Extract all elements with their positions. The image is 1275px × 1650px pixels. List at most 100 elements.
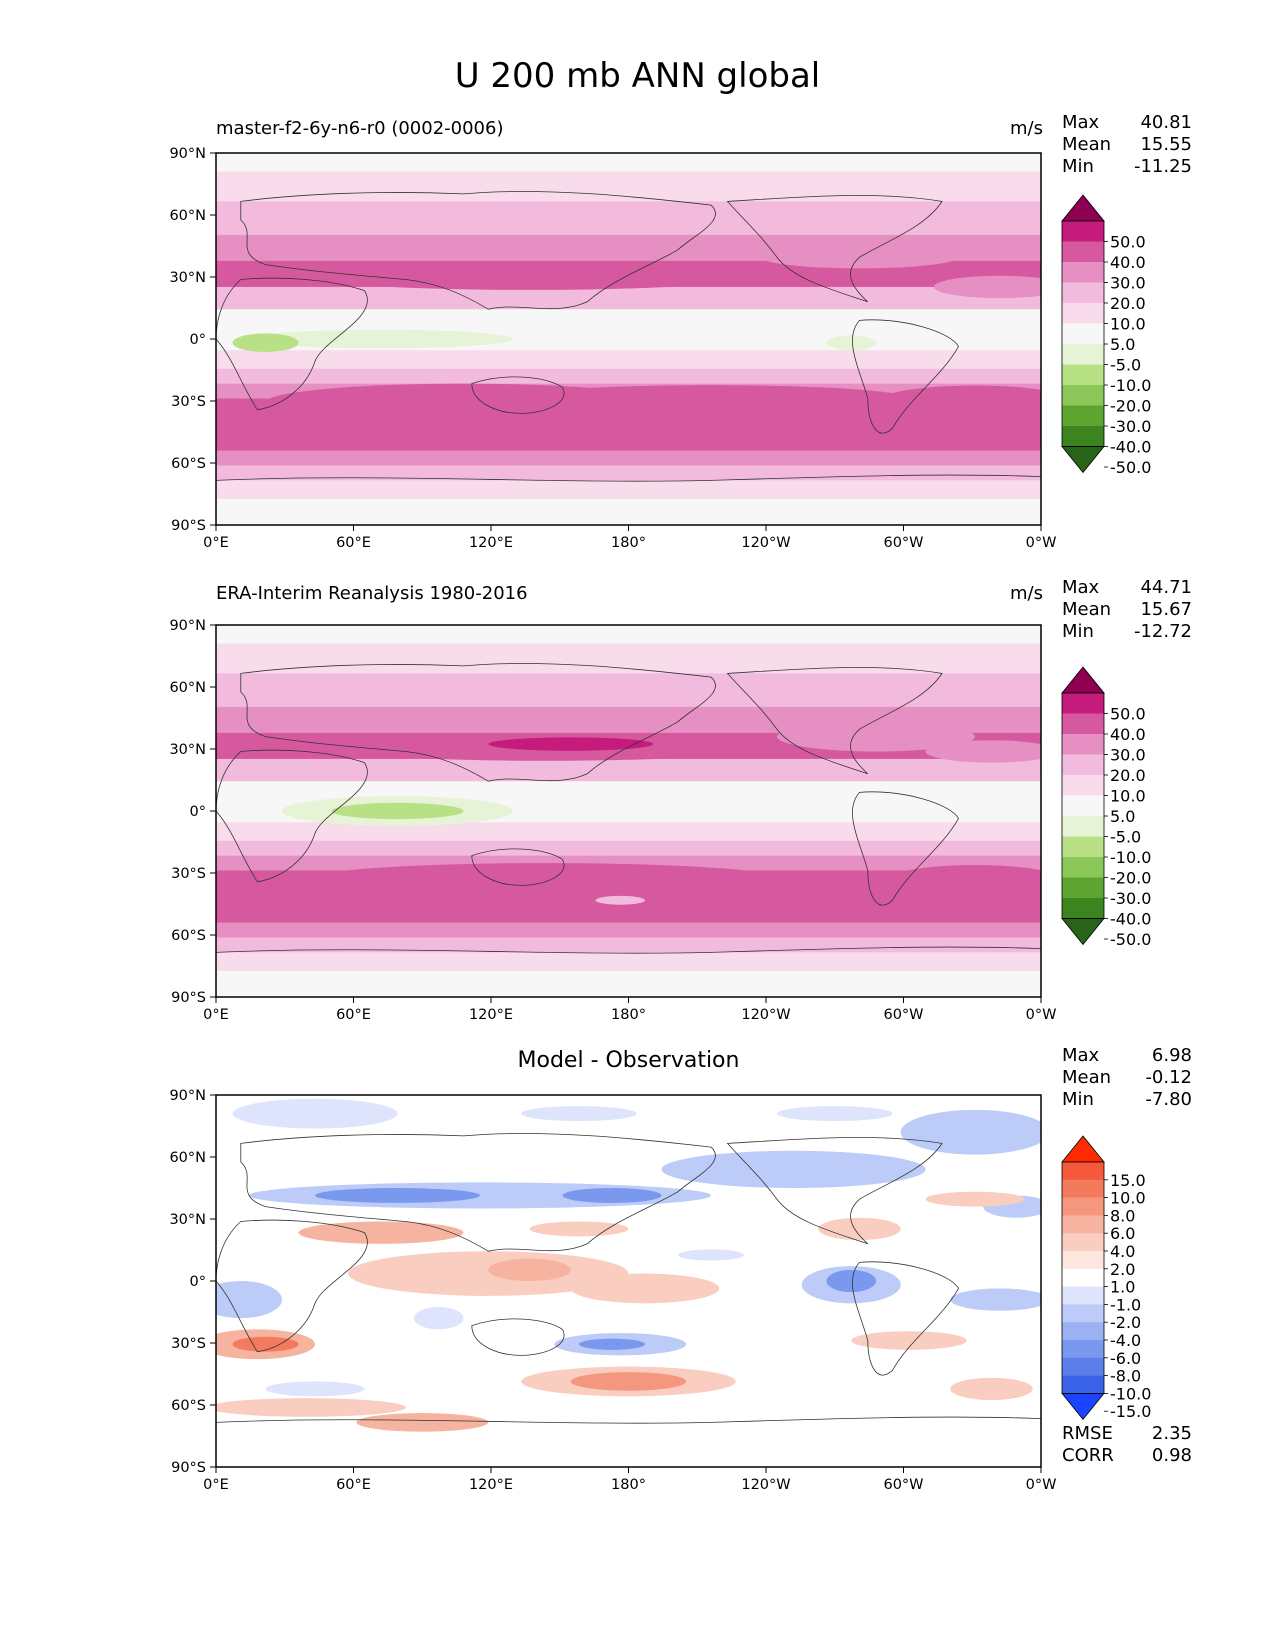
stat-label: Min <box>1062 1089 1094 1110</box>
lon-tick-label: 60°W <box>883 535 923 551</box>
colorbar-label: 30.0 <box>1110 746 1146 765</box>
colorbar-segment <box>1062 344 1104 365</box>
contour-patch <box>216 402 365 440</box>
contour-patch <box>331 802 464 820</box>
contour-patch <box>232 1098 398 1129</box>
lon-tick-label: 120°E <box>469 1477 513 1493</box>
contour-band <box>216 625 1041 645</box>
contour-band <box>216 781 1041 801</box>
colorbar-label: -2.0 <box>1110 1313 1141 1332</box>
lon-tick-label: 120°W <box>741 535 790 551</box>
lon-tick-label: 0°E <box>203 1477 229 1493</box>
colorbar-label: -1.0 <box>1110 1295 1141 1314</box>
lat-tick-label: 60°S <box>171 456 206 472</box>
contour-band <box>216 153 1041 173</box>
stat-value: 2.35 <box>1151 1423 1192 1444</box>
lon-tick-label: 0°E <box>203 1007 229 1023</box>
contour-band <box>216 643 1041 674</box>
units-label: m/s <box>1010 118 1043 139</box>
colorbar-label: -4.0 <box>1110 1331 1141 1350</box>
colorbar-label: -15.0 <box>1110 1402 1151 1421</box>
lat-tick-label: 90°S <box>171 990 206 1006</box>
contour-band <box>216 171 1041 202</box>
colorbar-label: -30.0 <box>1110 889 1151 908</box>
colorbar-segment <box>1062 1197 1104 1216</box>
contour-patch <box>777 721 975 752</box>
contour-patch <box>232 1336 299 1352</box>
lat-tick-label: 60°N <box>169 680 206 696</box>
colorbar-segment <box>1062 1304 1104 1323</box>
stat-value: 44.71 <box>1140 577 1192 598</box>
contour-band <box>216 937 1041 953</box>
colorbar-label: -8.0 <box>1110 1367 1141 1386</box>
colorbar-segment <box>1062 1268 1104 1287</box>
lat-tick-label: 90°N <box>169 1088 206 1104</box>
colorbar-label: -50.0 <box>1110 458 1151 477</box>
contour-patch <box>876 864 1041 906</box>
map-panel-2: 90°N 60°N 30°N 0° 30°S 60°S 90°S0°E 60°E 120°E 18… <box>169 618 1151 1023</box>
colorbar-label: 20.0 <box>1110 294 1146 313</box>
contour-band <box>216 465 1041 481</box>
lon-tick-label: 60°E <box>336 535 371 551</box>
contour-patch <box>851 1331 967 1350</box>
colorbar-segment <box>1062 1233 1104 1252</box>
contour-band <box>216 922 1041 938</box>
colorbar-segment <box>1062 1340 1104 1359</box>
colorbar-extend-max <box>1061 194 1105 222</box>
colorbar-label: 6.0 <box>1110 1224 1135 1243</box>
lon-tick-label: 120°W <box>741 1477 790 1493</box>
colorbar-label: 40.0 <box>1110 725 1146 744</box>
colorbar-label: -5.0 <box>1110 828 1141 847</box>
colorbar-extend-max <box>1061 666 1105 694</box>
stat-label: Max <box>1062 1045 1100 1066</box>
map-panel-1: 90°N 60°N 30°N 0° 30°S 60°S 90°S0°E 60°E 120°E 18… <box>169 146 1151 551</box>
stat-value: 40.81 <box>1140 112 1192 133</box>
coastline-path <box>471 1318 565 1356</box>
colorbar-segment <box>1062 303 1104 324</box>
colorbar-segment <box>1062 734 1104 755</box>
lat-tick-label: 0° <box>190 804 206 820</box>
lon-tick-label: 180° <box>611 1007 646 1023</box>
stats-box: Max 40.81 Mean 15.55 Min -11.25 <box>1062 112 1192 178</box>
colorbar-segment <box>1062 1375 1104 1394</box>
colorbar: 50.040.0 30.020.0 10.05.0 -5.0-10.0 -20.0-30… <box>1061 194 1151 477</box>
stat-label: RMSE <box>1062 1423 1113 1444</box>
colorbar-segment <box>1062 323 1104 345</box>
colorbar-segment <box>1062 405 1104 427</box>
panel-subtitle: master-f2-6y-n6-r0 (0002-0006) <box>216 118 504 139</box>
lon-tick-label: 60°E <box>336 1477 371 1493</box>
colorbar: 15.010.08.06.04.02.01.0-1.0-2.0-4.0-6.0-… <box>1061 1135 1151 1421</box>
contour-patch <box>232 333 299 353</box>
contour-band <box>216 758 1041 782</box>
lon-tick-label: 60°E <box>336 1007 371 1023</box>
colorbar-segment <box>1062 713 1104 735</box>
colorbar-segment <box>1062 282 1104 304</box>
colorbar-label: -30.0 <box>1110 417 1151 436</box>
colorbar-label: -50.0 <box>1110 930 1151 949</box>
colorbar-frame <box>1061 692 1105 919</box>
colorbar-extend-min <box>1061 1393 1105 1421</box>
lat-tick-label: 60°S <box>171 928 206 944</box>
stat-label: Max <box>1062 112 1100 133</box>
coastline-path <box>240 191 716 310</box>
colorbar-label: 50.0 <box>1110 233 1146 252</box>
lat-tick-label: 90°N <box>169 618 206 634</box>
panel-subtitle: ERA-Interim Reanalysis 1980-2016 <box>216 583 528 604</box>
lon-tick-label: 60°W <box>883 1007 923 1023</box>
colorbar-segment <box>1062 754 1104 776</box>
contour-patch <box>818 1217 901 1241</box>
colorbar-label: 1.0 <box>1110 1278 1135 1297</box>
contour-band <box>216 368 1041 385</box>
colorbar-label: -20.0 <box>1110 397 1151 416</box>
contour-patch <box>826 1269 876 1293</box>
coastline-path <box>726 667 943 775</box>
colorbar-segment <box>1062 693 1104 714</box>
contour-band <box>216 840 1041 857</box>
contour-patch <box>950 1377 1033 1401</box>
contour-patch <box>777 1106 893 1122</box>
contour-patch <box>529 1221 629 1237</box>
stat-label: Min <box>1062 156 1094 177</box>
stat-value: -7.80 <box>1145 1089 1192 1110</box>
colorbar-label: -10.0 <box>1110 848 1151 867</box>
